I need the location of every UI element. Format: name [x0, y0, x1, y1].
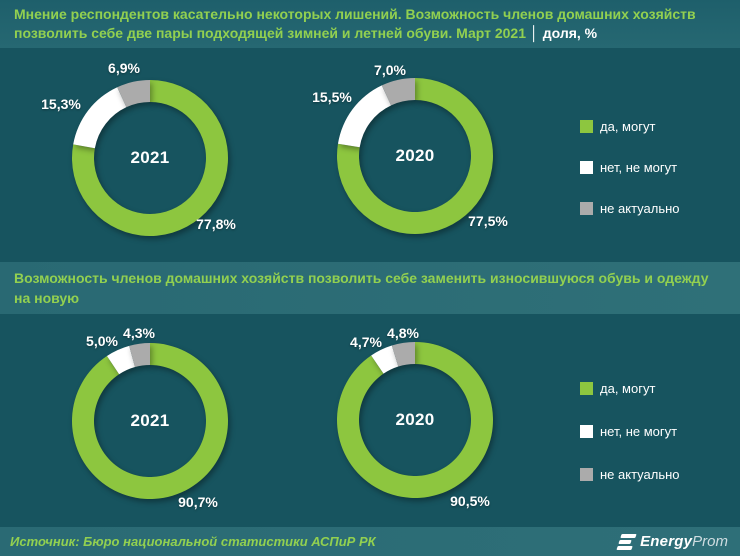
- logo-bar: [620, 533, 637, 538]
- donut-1-slice-не актуально: [381, 78, 415, 106]
- donut-0-value-label-нет, не могут: 15,3%: [41, 96, 81, 112]
- legend-swatch: [580, 424, 593, 438]
- donut-3-value-label-не актуально: 4,8%: [387, 325, 419, 341]
- legend-item-2: не актуально: [580, 200, 680, 216]
- donut-0-slice-не актуально: [117, 80, 150, 108]
- donut-1-center-label: 2020: [395, 146, 435, 165]
- donut-1-value-label-да, могут: 77,5%: [468, 213, 508, 229]
- donut-0-slice-нет, не могут: [73, 87, 127, 149]
- legend-bottom: да, могут нет, не могут не актуально: [580, 381, 680, 510]
- legend-label: нет, не могут: [600, 159, 678, 175]
- donut-2-slice-нет, не могут: [106, 345, 136, 375]
- legend-label: да, могут: [600, 118, 656, 134]
- donut-2-value-label-нет, не могут: 5,0%: [86, 333, 118, 349]
- legend-top: да, могут нет, не могут не актуально: [580, 119, 680, 242]
- legend-item-2: не актуально: [580, 466, 680, 482]
- donut-0-value-label-да, могут: 77,8%: [196, 216, 236, 232]
- legend-item-1: нет, не могут: [580, 423, 680, 439]
- logo-bar: [618, 539, 632, 544]
- title-separator: │: [530, 25, 539, 41]
- donut-2-value-label-да, могут: 90,7%: [178, 494, 218, 510]
- section2-title: Возможность членов домашних хозяйств поз…: [14, 270, 709, 306]
- donut-1-value-label-не актуально: 7,0%: [374, 62, 406, 78]
- section2-title-band: Возможность членов домашних хозяйств поз…: [0, 262, 740, 314]
- donut-2-slice-не актуально: [129, 343, 150, 368]
- logo-text-light: Prom: [692, 533, 728, 550]
- legend-swatch: [580, 381, 593, 395]
- source-text: Источник: Бюро национальной статистики А…: [10, 534, 376, 549]
- logo-text-bold: Energy: [640, 533, 693, 550]
- donut-0-center-label: 2021: [130, 148, 170, 167]
- logo-bar: [616, 545, 633, 550]
- donut-3-value-label-нет, не могут: 4,7%: [350, 334, 382, 350]
- header-title-band: Мнение респондентов касательно некоторых…: [0, 0, 740, 48]
- legend-label: не актуально: [600, 200, 680, 216]
- energyprom-logo-icon: [616, 533, 637, 551]
- legend-item-0: да, могут: [580, 118, 680, 134]
- page-title: Мнение респондентов касательно некоторых…: [14, 5, 726, 43]
- legend-label: не актуально: [600, 466, 680, 482]
- footer-band: Источник: Бюро национальной статистики А…: [0, 527, 740, 556]
- legend-swatch: [580, 160, 593, 174]
- legend-swatch: [580, 119, 593, 133]
- legend-item-0: да, могут: [580, 380, 680, 396]
- donut-3-center-label: 2020: [395, 410, 435, 429]
- donut-3-value-label-да, могут: 90,5%: [450, 493, 490, 509]
- donut-0-value-label-не актуально: 6,9%: [108, 60, 140, 76]
- donut-1-slice-нет, не могут: [337, 85, 392, 148]
- donut-1-value-label-нет, не могут: 15,5%: [312, 89, 352, 105]
- legend-label: нет, не могут: [600, 423, 678, 439]
- page-title-text: Мнение респондентов касательно некоторых…: [14, 6, 696, 41]
- donut-2-value-label-не актуально: 4,3%: [123, 325, 155, 341]
- legend-label: да, могут: [600, 380, 656, 396]
- legend-swatch: [580, 201, 593, 215]
- donut-2-center-label: 2021: [130, 411, 170, 430]
- legend-item-1: нет, не могут: [580, 159, 680, 175]
- donut-3-slice-нет, не могут: [371, 345, 399, 374]
- title-unit: доля, %: [542, 25, 598, 41]
- energyprom-logo: Energy Prom: [616, 533, 728, 551]
- legend-swatch: [580, 467, 593, 481]
- donut-3-slice-не актуально: [391, 342, 415, 367]
